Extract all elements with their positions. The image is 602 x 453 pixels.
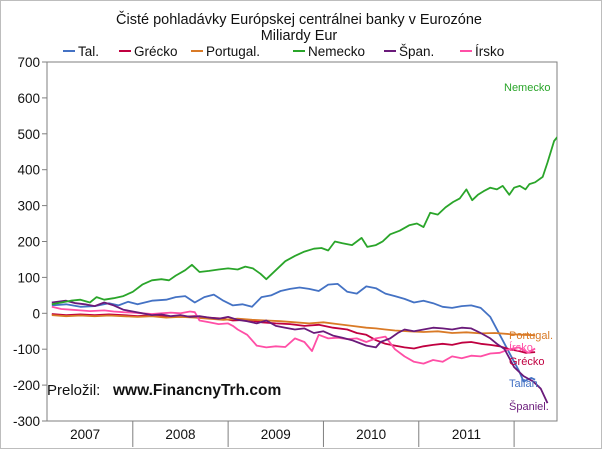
y-tick-label: 600	[17, 91, 40, 106]
series-line-portugal	[51, 314, 536, 337]
credit-label: Preložil:	[47, 382, 100, 399]
x-tick-label: 2008	[165, 427, 195, 442]
y-tick-label: -100	[13, 342, 40, 357]
plot-area	[46, 61, 558, 422]
y-tick-label: 200	[17, 235, 40, 250]
chart-title: Čisté pohladávky Európskej centrálnei ba…	[116, 11, 482, 28]
x-tick-label: 2007	[70, 427, 100, 442]
series-line-nemecko	[51, 135, 557, 306]
chart-subtitle: Miliardy Eur	[261, 28, 338, 44]
legend-label-irsko: Írsko	[475, 44, 504, 59]
legend-label-grecko: Grécko	[134, 44, 178, 59]
series-line-tal	[51, 283, 536, 383]
legend-label-portugal: Portugal.	[206, 44, 260, 59]
series-end-labels: Talian. Grécko Portugal. Nemecko Španiel. Írs…	[504, 82, 553, 413]
y-tick-label: 100	[17, 270, 40, 285]
x-tick-label: 2011	[452, 427, 481, 442]
series-end-label-portugal: Portugal.	[509, 330, 553, 342]
series-end-label-irsko: Írsko	[509, 341, 533, 354]
legend-label-tal: Tal.	[78, 44, 99, 59]
series-line-span	[51, 299, 549, 404]
y-tick-label: 500	[17, 127, 40, 142]
y-tick-label: 400	[17, 163, 40, 178]
y-tick-label: 300	[17, 199, 40, 214]
series-end-label-nemecko: Nemecko	[504, 82, 550, 94]
legend-label-span: Špan.	[399, 44, 434, 59]
y-tick-label: 0	[32, 306, 40, 321]
x-tick-label: 2010	[356, 427, 386, 442]
y-tick-label: 700	[17, 55, 40, 70]
credit: Preložil: www.FinancnyTrh.com	[47, 382, 281, 399]
series-end-label-grecko: Grécko	[509, 356, 544, 368]
series-layer	[51, 135, 557, 404]
x-axis: 2007 2008 2009 2010 2011	[70, 421, 515, 447]
chart-legend: Tal. Grécko Portugal. Nemecko Špan. Írsko	[63, 44, 504, 59]
y-tick-label: -300	[13, 414, 40, 429]
x-tick-label: 2009	[261, 427, 291, 442]
legend-label-nemecko: Nemecko	[308, 44, 365, 59]
series-end-label-tal: Talian.	[509, 378, 541, 390]
credit-url: www.FinancnyTrh.com	[112, 382, 281, 399]
y-tick-label: -200	[13, 378, 40, 393]
y-axis: 700 600 500 400 300 200 100 0 -100 -200 -300	[13, 55, 47, 429]
series-end-label-span: Španiel.	[509, 400, 549, 413]
